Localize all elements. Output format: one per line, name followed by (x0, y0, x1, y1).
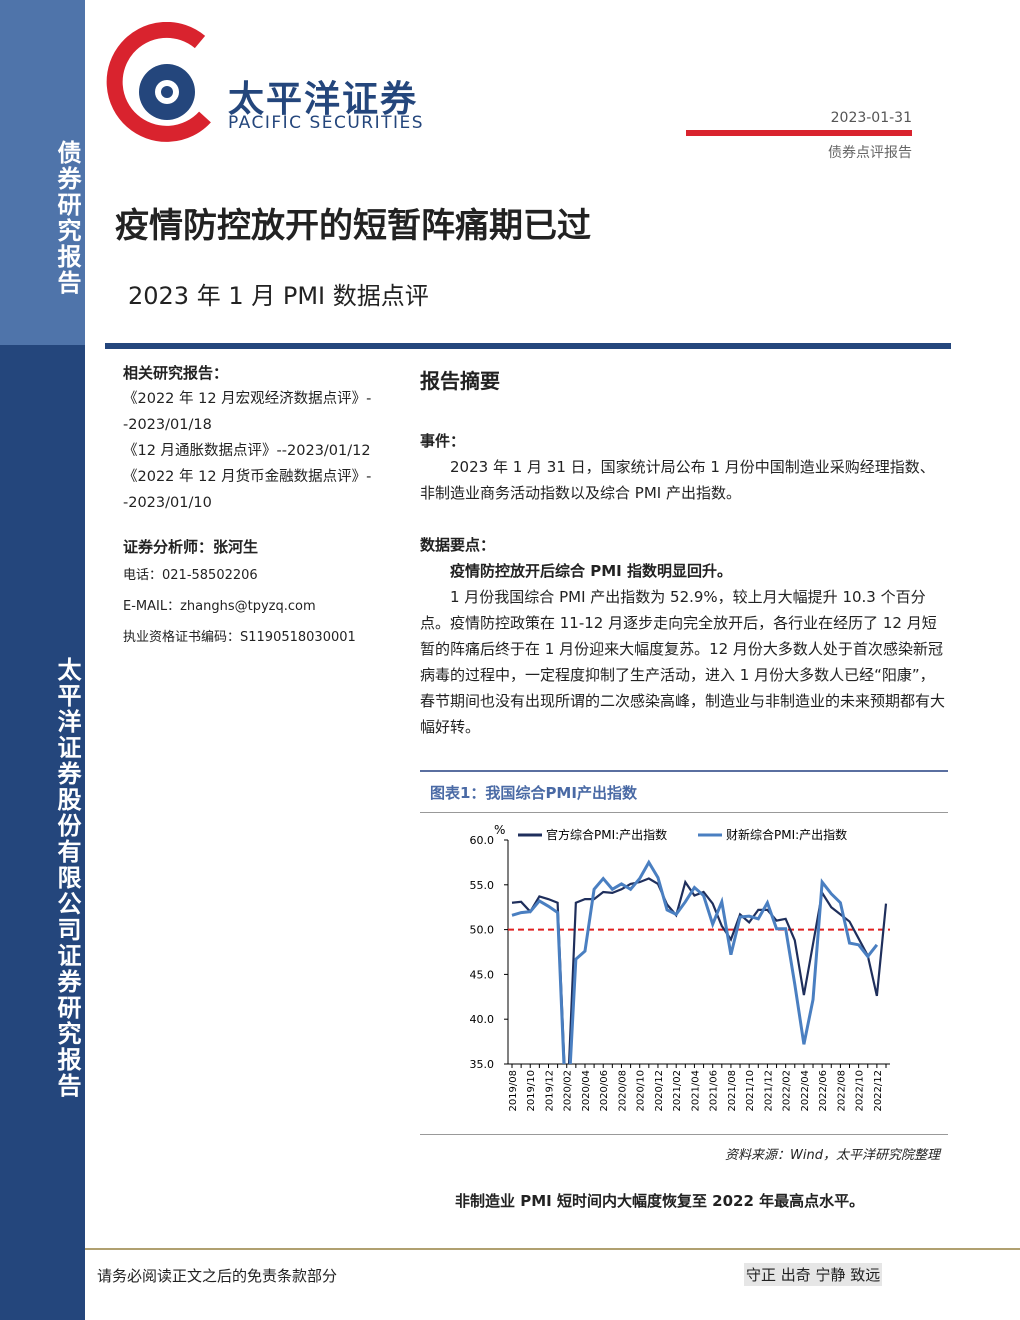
x-tick-label: 2020/12 (654, 1070, 665, 1112)
phone: 电话：021-58502206 (123, 568, 258, 583)
x-tick-label: 2021/02 (672, 1070, 683, 1112)
x-tick-label: 2020/04 (581, 1070, 592, 1112)
footer-rule (85, 1248, 1020, 1250)
subtitle: 2023 年 1 月 PMI 数据点评 (128, 282, 429, 310)
summary-title: 报告摘要 (420, 369, 500, 393)
related-report: 《2022 年 12 月货币金融数据点评》--2023/01/10 (123, 469, 372, 511)
x-tick-label: 2021/08 (727, 1070, 738, 1112)
sidebar-bottom: 太平洋证券股份有限公司证券研究报告 (0, 345, 85, 1320)
logo-cn: 太平洋证券 (228, 79, 419, 120)
y-tick-label: 55.0 (470, 879, 495, 892)
y-tick-label: 35.0 (470, 1058, 495, 1071)
chart-rule (420, 1134, 948, 1135)
x-tick-label: 2019/08 (508, 1070, 519, 1112)
x-tick-label: 2022/02 (782, 1070, 793, 1112)
y-tick-label: 60.0 (470, 834, 495, 847)
related-report: 《2022 年 12 月宏观经济数据点评》--2023/01/18 (123, 391, 372, 433)
chart-rule (420, 812, 948, 813)
point-title: 疫情防控放开后综合 PMI 指数明显回升。 (450, 562, 732, 580)
y-tick-label: 40.0 (470, 1013, 495, 1026)
event-text: 2023 年 1 月 31 日，国家统计局公布 1 月份中国制造业采购经理指数、… (420, 458, 935, 502)
points-title: 数据要点： (420, 536, 496, 554)
series-line (511, 877, 888, 1064)
x-tick-label: 2022/12 (873, 1070, 884, 1112)
y-tick-label: 45.0 (470, 968, 495, 981)
red-bar (686, 130, 912, 136)
disclaimer: 请务必阅读正文之后的免责条款部分 (97, 1267, 338, 1285)
report-type: 债券点评报告 (828, 145, 912, 161)
logo-mark (106, 22, 211, 142)
point-text: 1 月份我国综合 PMI 产出指数为 52.9%，较上月大幅提升 10.3 个百… (420, 588, 946, 736)
chart-source: 资料来源：Wind，太平洋研究院整理 (725, 1148, 940, 1163)
legend-label: 财新综合PMI:产出指数 (726, 827, 847, 842)
email: E-MAIL：zhanghs@tpyzq.com (123, 599, 316, 614)
x-tick-label: 2020/06 (599, 1070, 610, 1112)
event-title: 事件： (420, 432, 466, 450)
x-tick-label: 2021/10 (745, 1070, 756, 1112)
analyst: 证券分析师：张河生 (123, 538, 259, 556)
chart: % 35.0 40.0 45.0 50.0 55.0 60.0 2019/08 2019/10 2… (470, 823, 890, 1112)
x-tick-label: 2020/02 (563, 1070, 574, 1112)
chart-rule (420, 770, 948, 772)
logo-en: PACIFIC SECURITIES (228, 113, 425, 133)
x-tick-label: 2021/04 (690, 1070, 701, 1112)
x-tick-label: 2021/12 (763, 1070, 774, 1112)
x-tick-label: 2022/04 (800, 1070, 811, 1112)
chart-title: 图表1：我国综合PMI产出指数 (430, 784, 637, 802)
y-unit: % (494, 823, 505, 837)
sidebar-top: 债券研究报告 (0, 0, 85, 345)
x-tick-label: 2022/08 (836, 1070, 847, 1112)
title: 疫情防控放开的短暂阵痛期已过 (115, 206, 591, 246)
series-line (511, 859, 879, 1064)
point-title: 非制造业 PMI 短时间内大幅度恢复至 2022 年最高点水平。 (455, 1192, 865, 1210)
x-tick-label: 2021/06 (709, 1070, 720, 1112)
left-column: 相关研究报告： 《2022 年 12 月宏观经济数据点评》--2023/01/1… (123, 360, 388, 653)
x-tick-label: 2020/10 (636, 1070, 647, 1112)
motto: 守正 出奇 宁静 致远 (744, 1263, 883, 1286)
legend-label: 官方综合PMI:产出指数 (546, 827, 667, 842)
x-tick-label: 2019/12 (544, 1070, 555, 1112)
summary: 报告摘要 事件： 2023 年 1 月 31 日，国家统计局公布 1 月份中国制… (420, 365, 945, 740)
x-tick-label: 2020/08 (617, 1070, 628, 1112)
license: 执业资格证书编码：S1190518030001 (123, 630, 356, 645)
date: 2023-01-31 (830, 110, 912, 126)
related-title: 相关研究报告： (123, 364, 229, 382)
related-report: 《12 月通胀数据点评》--2023/01/12 (123, 443, 371, 459)
x-tick-label: 2019/10 (526, 1070, 537, 1112)
x-tick-label: 2022/06 (818, 1070, 829, 1112)
y-tick-label: 50.0 (470, 924, 495, 937)
divider (105, 343, 951, 349)
x-tick-label: 2022/10 (855, 1070, 866, 1112)
